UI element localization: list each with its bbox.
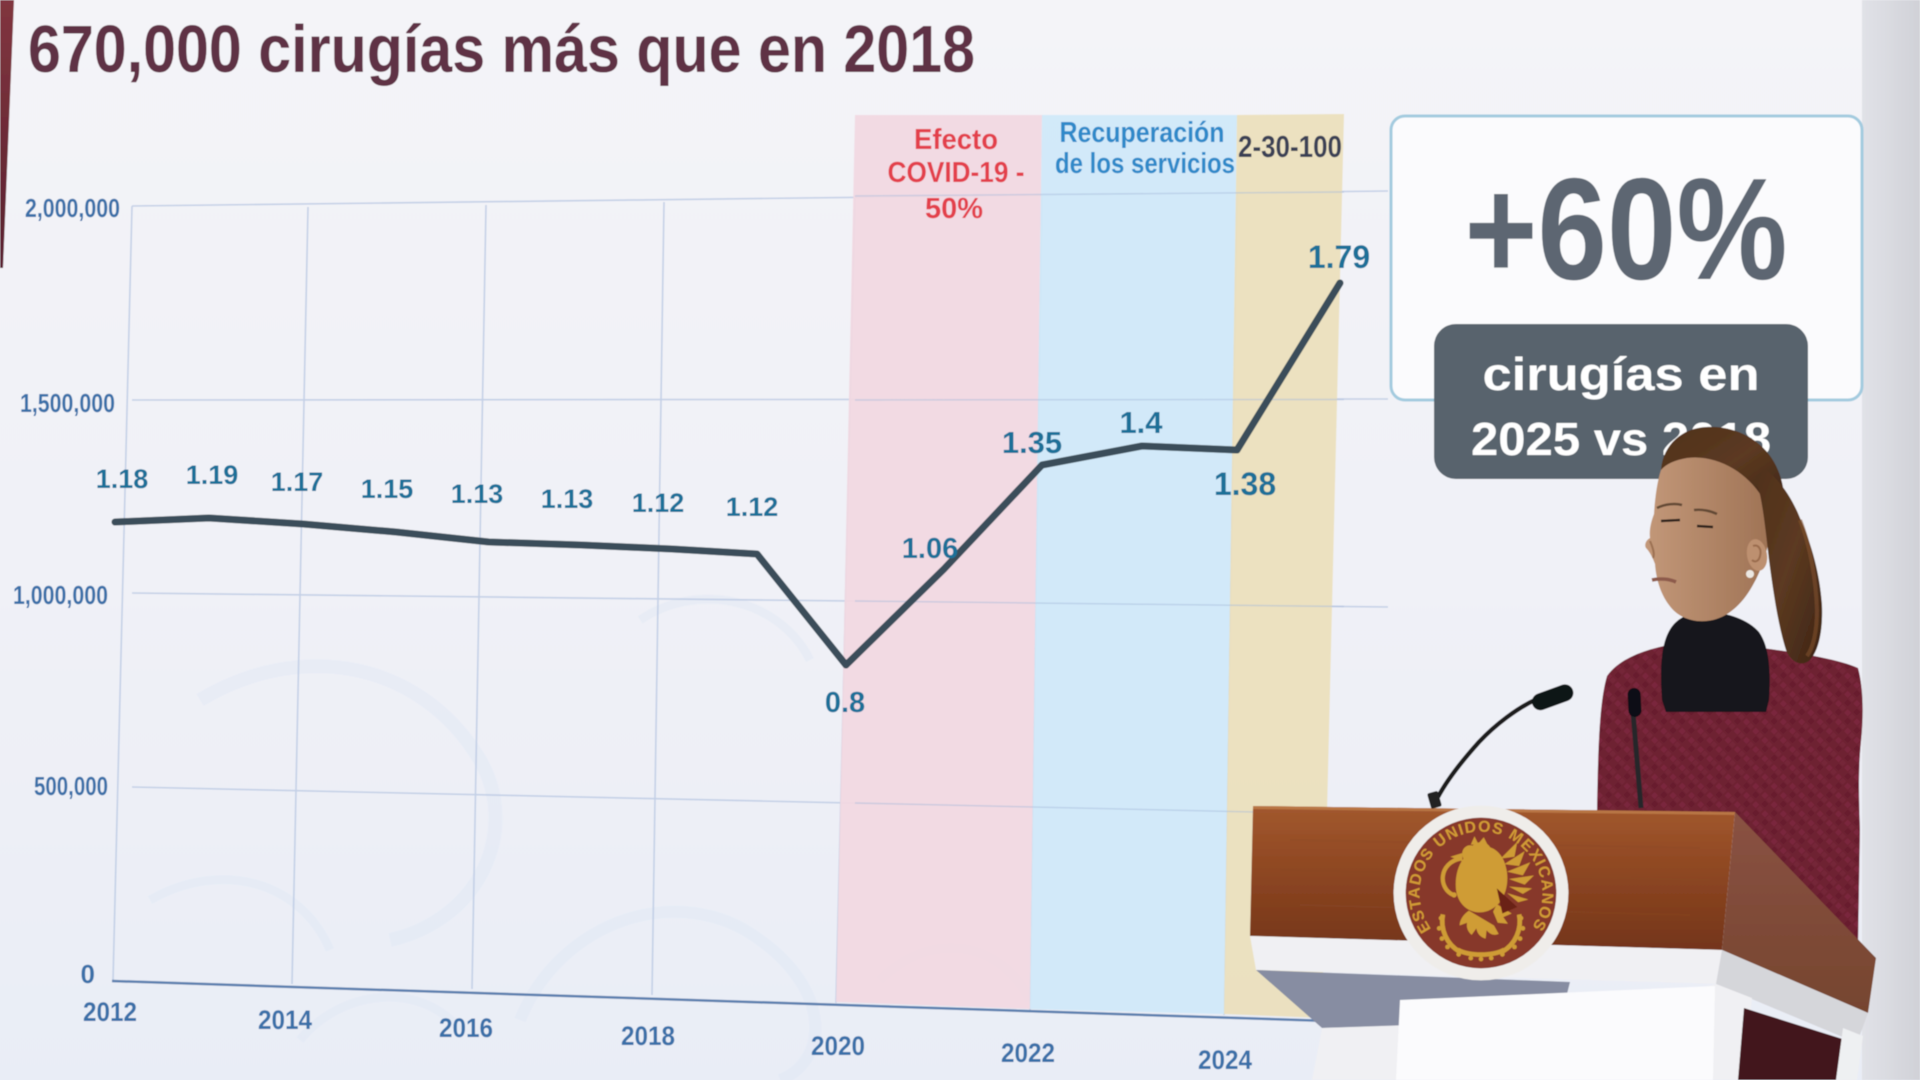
svg-text:670,000 cirugías más que en 20: 670,000 cirugías más que en 2018 bbox=[28, 12, 975, 87]
svg-text:Recuperación: Recuperación bbox=[1060, 117, 1225, 149]
svg-text:1.13: 1.13 bbox=[541, 484, 594, 514]
svg-text:1.13: 1.13 bbox=[451, 479, 504, 509]
svg-text:0.8: 0.8 bbox=[825, 687, 865, 719]
svg-text:1.12: 1.12 bbox=[726, 492, 779, 522]
svg-text:COVID-19 -: COVID-19 - bbox=[888, 157, 1025, 189]
svg-text:50%: 50% bbox=[925, 193, 983, 225]
svg-text:de los servicios: de los servicios bbox=[1055, 148, 1235, 180]
svg-text:1.79: 1.79 bbox=[1308, 239, 1370, 275]
svg-text:2018: 2018 bbox=[621, 1021, 675, 1051]
svg-text:Efecto: Efecto bbox=[914, 124, 998, 156]
svg-text:1.4: 1.4 bbox=[1119, 405, 1163, 440]
svg-text:2020: 2020 bbox=[811, 1031, 865, 1061]
svg-text:2014: 2014 bbox=[258, 1005, 312, 1035]
svg-text:2022: 2022 bbox=[1001, 1038, 1055, 1068]
svg-text:1.35: 1.35 bbox=[1002, 425, 1062, 460]
svg-text:1,000,000: 1,000,000 bbox=[13, 580, 108, 610]
svg-text:1.15: 1.15 bbox=[361, 474, 414, 504]
svg-text:1.19: 1.19 bbox=[186, 460, 239, 490]
svg-text:1.18: 1.18 bbox=[96, 464, 149, 494]
svg-text:1.06: 1.06 bbox=[902, 533, 958, 565]
svg-text:cirugías en: cirugías en bbox=[1483, 348, 1760, 400]
svg-text:500,000: 500,000 bbox=[34, 771, 108, 801]
svg-text:1.38: 1.38 bbox=[1214, 466, 1276, 502]
svg-text:0: 0 bbox=[81, 959, 95, 989]
svg-text:2012: 2012 bbox=[83, 997, 137, 1027]
svg-text:2024: 2024 bbox=[1198, 1045, 1252, 1075]
svg-text:+60%: +60% bbox=[1465, 148, 1788, 310]
svg-text:2,000,000: 2,000,000 bbox=[25, 193, 120, 223]
svg-text:1.12: 1.12 bbox=[632, 488, 685, 518]
svg-text:1.17: 1.17 bbox=[271, 467, 324, 497]
svg-text:2016: 2016 bbox=[439, 1013, 493, 1043]
svg-text:1,500,000: 1,500,000 bbox=[20, 388, 115, 418]
svg-text:2-30-100: 2-30-100 bbox=[1238, 129, 1342, 164]
